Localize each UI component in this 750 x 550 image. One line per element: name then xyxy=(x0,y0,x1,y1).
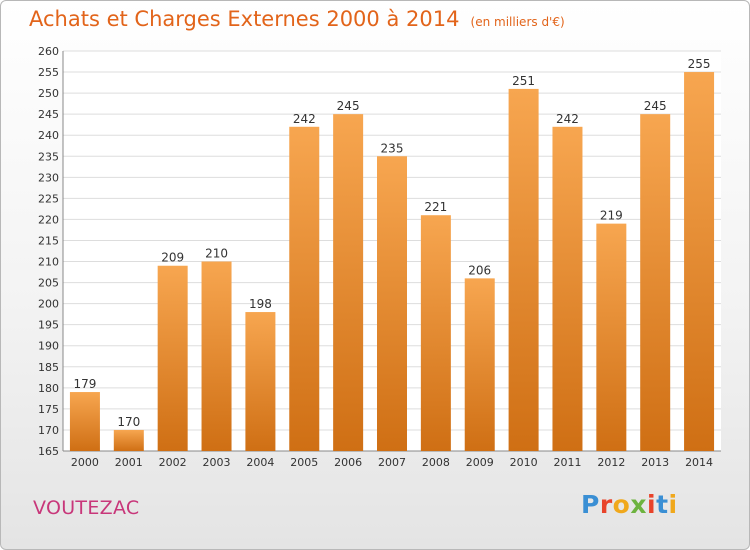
x-tick-label: 2001 xyxy=(115,456,143,469)
x-tick-label: 2004 xyxy=(246,456,274,469)
x-tick-label: 2009 xyxy=(466,456,494,469)
logo-letter: r xyxy=(599,490,613,519)
y-tick-label: 240 xyxy=(38,129,59,142)
data-label: 179 xyxy=(73,377,96,391)
y-tick-label: 195 xyxy=(38,319,59,332)
logo-letter: t xyxy=(656,490,669,519)
y-tick-label: 225 xyxy=(38,192,59,205)
x-tick-label: 2010 xyxy=(510,456,538,469)
y-tick-label: 190 xyxy=(38,340,59,353)
y-tick-label: 165 xyxy=(38,445,59,458)
bar xyxy=(596,223,627,451)
y-tick-label: 170 xyxy=(38,424,59,437)
y-tick-label: 260 xyxy=(38,45,59,58)
y-tick-label: 175 xyxy=(38,403,59,416)
logo-letter: x xyxy=(630,490,647,519)
data-label: 251 xyxy=(512,74,535,88)
x-tick-label: 2002 xyxy=(159,456,187,469)
data-label: 198 xyxy=(249,297,272,311)
bar xyxy=(289,126,320,451)
title-main: Achats et Charges Externes 2000 à 2014 xyxy=(29,7,460,31)
y-tick-label: 220 xyxy=(38,213,59,226)
y-tick-label: 215 xyxy=(38,234,59,247)
x-tick-label: 2014 xyxy=(685,456,713,469)
data-label: 221 xyxy=(424,200,447,214)
bar xyxy=(464,278,495,451)
x-tick-label: 2012 xyxy=(597,456,625,469)
bar xyxy=(552,126,583,451)
bar xyxy=(201,261,232,451)
logo-letter: P xyxy=(581,490,600,519)
x-tick-label: 2005 xyxy=(290,456,318,469)
x-tick-label: 2013 xyxy=(641,456,669,469)
logo-letter: i xyxy=(668,490,678,519)
bar xyxy=(640,114,671,451)
y-tick-label: 200 xyxy=(38,298,59,311)
commune-name: VOUTEZAC xyxy=(33,497,140,519)
data-label: 242 xyxy=(293,112,316,126)
x-tick-label: 2006 xyxy=(334,456,362,469)
y-tick-label: 185 xyxy=(38,361,59,374)
data-label: 219 xyxy=(600,209,623,223)
bar xyxy=(157,265,188,451)
x-tick-label: 2003 xyxy=(203,456,231,469)
data-label: 209 xyxy=(161,251,184,265)
bar xyxy=(420,215,451,451)
x-tick-label: 2007 xyxy=(378,456,406,469)
bar xyxy=(333,114,364,451)
y-tick-label: 210 xyxy=(38,256,59,269)
x-tick-label: 2008 xyxy=(422,456,450,469)
bar xyxy=(684,72,715,451)
y-tick-label: 255 xyxy=(38,66,59,79)
bar xyxy=(245,312,276,451)
bar xyxy=(113,429,144,451)
y-tick-label: 180 xyxy=(38,382,59,395)
data-label: 245 xyxy=(644,99,667,113)
y-tick-label: 245 xyxy=(38,108,59,121)
x-tick-label: 2000 xyxy=(71,456,99,469)
title-unit: (en milliers d'€) xyxy=(470,15,565,29)
data-label: 245 xyxy=(337,99,360,113)
data-label: 210 xyxy=(205,247,228,261)
bar xyxy=(69,392,100,451)
data-label: 170 xyxy=(117,415,140,429)
y-tick-label: 230 xyxy=(38,171,59,184)
data-label: 235 xyxy=(381,141,404,155)
data-label: 255 xyxy=(688,57,711,71)
x-tick-label: 2011 xyxy=(553,456,581,469)
chart-title: Achats et Charges Externes 2000 à 2014 (… xyxy=(29,7,565,31)
data-label: 242 xyxy=(556,112,579,126)
y-tick-label: 205 xyxy=(38,277,59,290)
data-label: 206 xyxy=(468,263,491,277)
y-tick-label: 250 xyxy=(38,87,59,100)
bar xyxy=(508,88,539,451)
y-tick-label: 235 xyxy=(38,150,59,163)
logo-letter: o xyxy=(612,490,631,519)
bar xyxy=(377,156,407,451)
proxiti-logo: Proxiti xyxy=(581,490,678,519)
logo-letter: i xyxy=(647,490,657,519)
